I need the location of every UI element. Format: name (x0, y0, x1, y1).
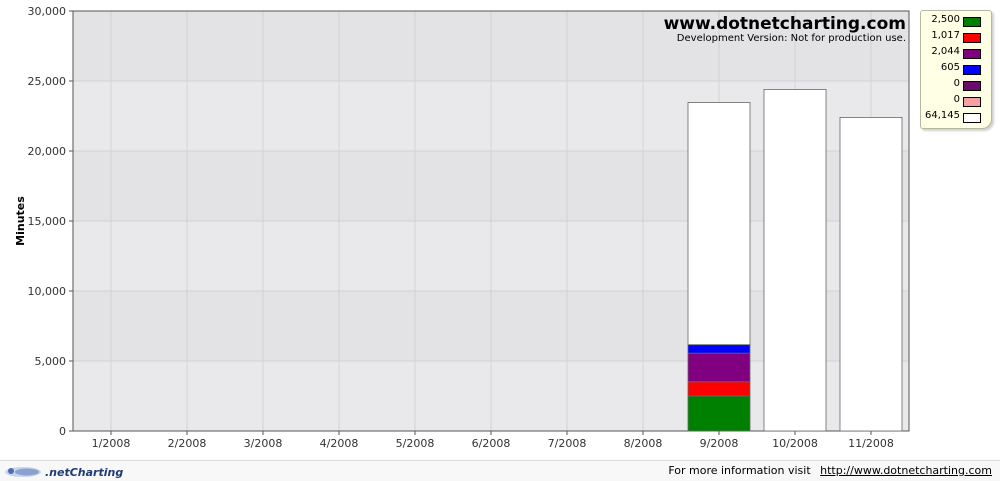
legend-entry: 1,017 (921, 30, 991, 44)
x-tick-label: 8/2008 (624, 437, 663, 450)
footer-info: For more information visit http://www.do… (668, 464, 992, 477)
legend-value: 1,017 (931, 30, 960, 41)
legend-entry: 2,500 (921, 14, 991, 28)
bar-segment (687, 344, 751, 354)
y-tick-label: 20,000 (28, 145, 67, 158)
legend-swatch (963, 113, 981, 123)
legend-swatch (963, 97, 981, 107)
y-tick-label: 25,000 (28, 75, 67, 88)
bar-segment (687, 395, 751, 432)
x-tick-label: 11/2008 (848, 437, 894, 450)
x-tick-label: 10/2008 (772, 437, 818, 450)
footer-bar: .netCharting For more information visit … (0, 460, 1000, 481)
bar-segment (687, 381, 751, 397)
bar-segment (687, 352, 751, 383)
legend-entry: 0 (921, 94, 991, 108)
x-tick-label: 1/2008 (92, 437, 131, 450)
legend-value: 64,145 (925, 110, 960, 121)
legend-swatch (963, 17, 981, 27)
legend-entry: 64,145 (921, 110, 991, 124)
legend-entry: 2,044 (921, 46, 991, 60)
legend-swatch (963, 81, 981, 91)
x-tick-label: 7/2008 (548, 437, 587, 450)
y-tick-label: 15,000 (28, 215, 67, 228)
legend-value: 2,500 (931, 14, 960, 25)
legend-value: 605 (940, 62, 960, 73)
legend-entry: 605 (921, 62, 991, 76)
x-tick-label: 5/2008 (396, 437, 435, 450)
y-tick-label: 10,000 (28, 285, 67, 298)
x-tick-label: 6/2008 (472, 437, 511, 450)
bar-segment (687, 102, 751, 346)
chart: 0 5,000 10,000 15,000 20,000 25,000 30,000 1/20… (14, 5, 992, 450)
legend-entry: 0 (921, 78, 991, 92)
x-tick-label: 9/2008 (700, 437, 739, 450)
x-tick-label: 4/2008 (320, 437, 359, 450)
legend: 2,500 1,017 2,044 605 0 0 64,145 (920, 10, 992, 129)
logo-swoosh-icon (5, 467, 41, 477)
chart-svg: 0 5,000 10,000 15,000 20,000 25,000 30,000 1/20… (14, 5, 910, 450)
y-tick-label: 0 (59, 425, 66, 438)
legend-swatch (963, 33, 981, 43)
footer-link[interactable]: http://www.dotnetcharting.com (820, 464, 992, 477)
logo-text: .netCharting (45, 466, 124, 479)
legend-swatch (963, 49, 981, 59)
y-tick-label: 5,000 (35, 355, 67, 368)
legend-value: 0 (953, 78, 960, 89)
dotnetcharting-logo[interactable]: .netCharting (3, 463, 123, 479)
bar-segment (839, 117, 903, 432)
legend-value: 0 (953, 94, 960, 105)
y-axis-title: Minutes (14, 196, 27, 246)
watermark-subtitle: Development Version: Not for production … (677, 33, 906, 44)
x-tick-label: 2/2008 (168, 437, 207, 450)
x-tick-label: 3/2008 (244, 437, 283, 450)
footer-info-text: For more information visit (668, 464, 811, 477)
y-tick-label: 30,000 (28, 5, 67, 18)
legend-swatch (963, 65, 981, 75)
watermark-title: www.dotnetcharting.com (664, 14, 906, 34)
bar-segment (763, 89, 827, 432)
legend-value: 2,044 (931, 46, 960, 57)
